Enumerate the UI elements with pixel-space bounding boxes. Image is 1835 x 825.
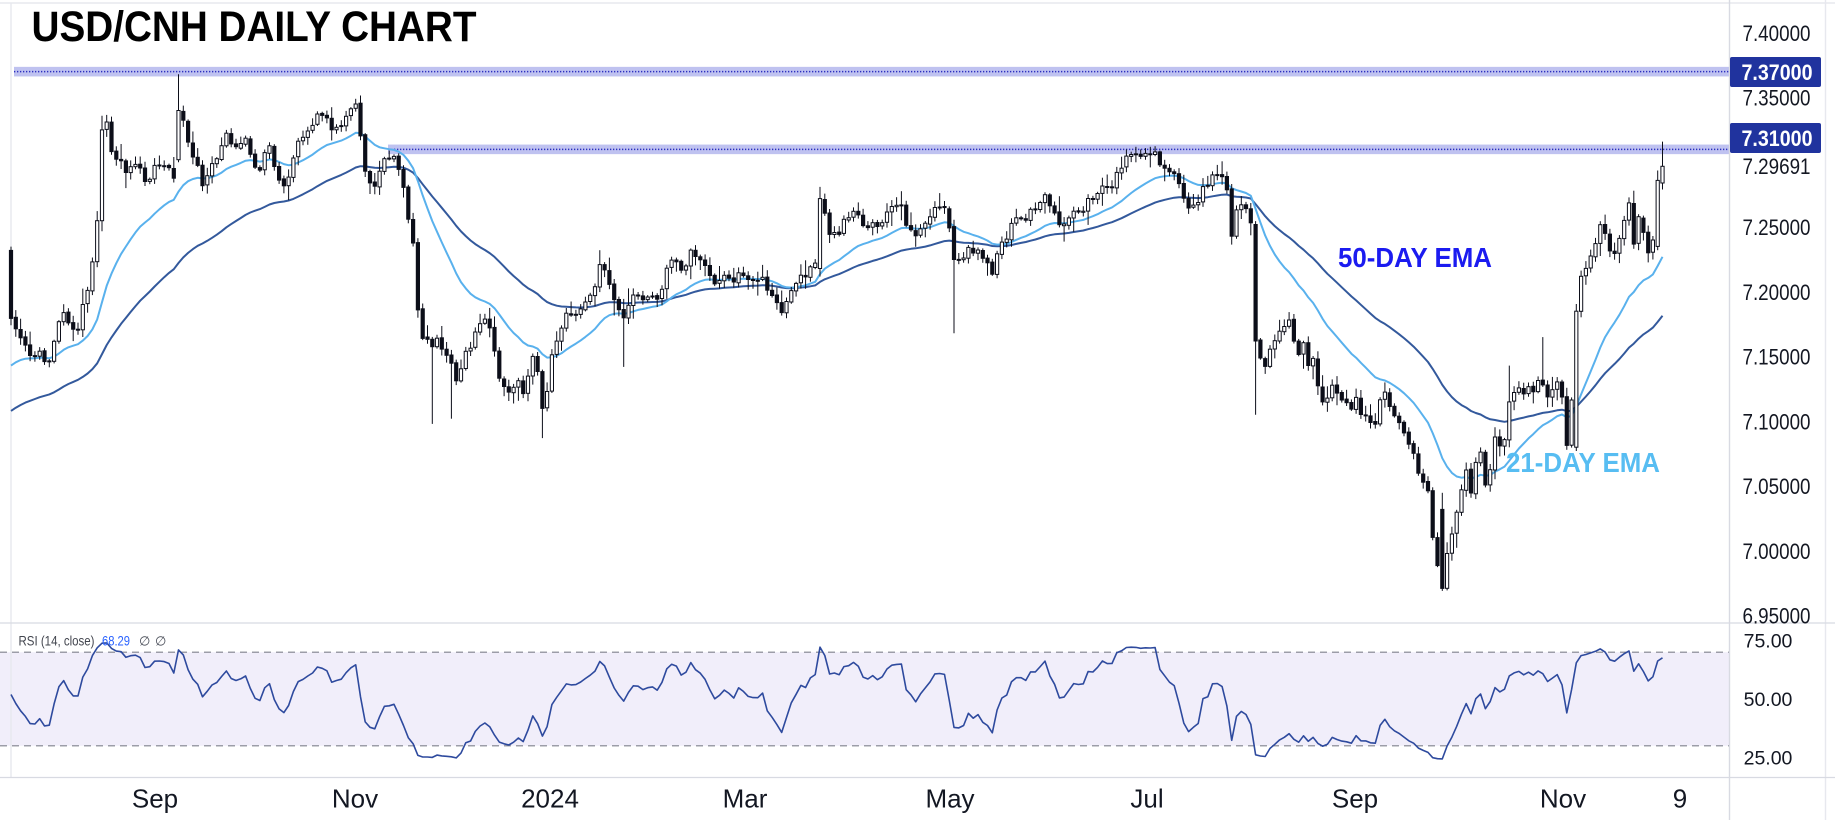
svg-text:7.37000: 7.37000 — [1742, 60, 1813, 85]
svg-text:USD/CNH DAILY CHART: USD/CNH DAILY CHART — [32, 3, 477, 51]
svg-text:∅: ∅ — [155, 634, 166, 649]
svg-text:Mar: Mar — [723, 784, 768, 814]
svg-text:7.00000: 7.00000 — [1743, 539, 1811, 564]
svg-text:9: 9 — [1673, 784, 1687, 814]
svg-text:7.35000: 7.35000 — [1743, 86, 1811, 111]
svg-text:7.25000: 7.25000 — [1743, 215, 1811, 240]
svg-text:6.95000: 6.95000 — [1743, 604, 1811, 629]
svg-text:Sep: Sep — [132, 784, 178, 814]
svg-text:50.00: 50.00 — [1744, 689, 1793, 711]
svg-text:7.10000: 7.10000 — [1743, 409, 1811, 434]
svg-text:Nov: Nov — [1540, 784, 1586, 814]
svg-text:Nov: Nov — [332, 784, 378, 814]
svg-text:Jul: Jul — [1130, 784, 1163, 814]
svg-text:7.29691: 7.29691 — [1743, 154, 1811, 179]
svg-text:25.00: 25.00 — [1744, 748, 1793, 770]
svg-text:7.20000: 7.20000 — [1743, 280, 1811, 305]
svg-text:21-DAY EMA: 21-DAY EMA — [1506, 447, 1660, 478]
svg-text:68.29: 68.29 — [102, 634, 130, 649]
svg-text:7.05000: 7.05000 — [1743, 474, 1811, 499]
svg-text:75.00: 75.00 — [1744, 631, 1793, 653]
svg-text:May: May — [925, 784, 974, 814]
svg-text:Sep: Sep — [1332, 784, 1378, 814]
svg-text:50-DAY EMA: 50-DAY EMA — [1338, 242, 1492, 273]
svg-text:RSI (14, close): RSI (14, close) — [19, 634, 95, 649]
svg-text:7.15000: 7.15000 — [1743, 345, 1811, 370]
svg-text:∅: ∅ — [139, 634, 150, 649]
svg-text:2024: 2024 — [521, 784, 579, 814]
svg-text:7.40000: 7.40000 — [1743, 21, 1811, 46]
svg-text:7.31000: 7.31000 — [1742, 126, 1813, 151]
